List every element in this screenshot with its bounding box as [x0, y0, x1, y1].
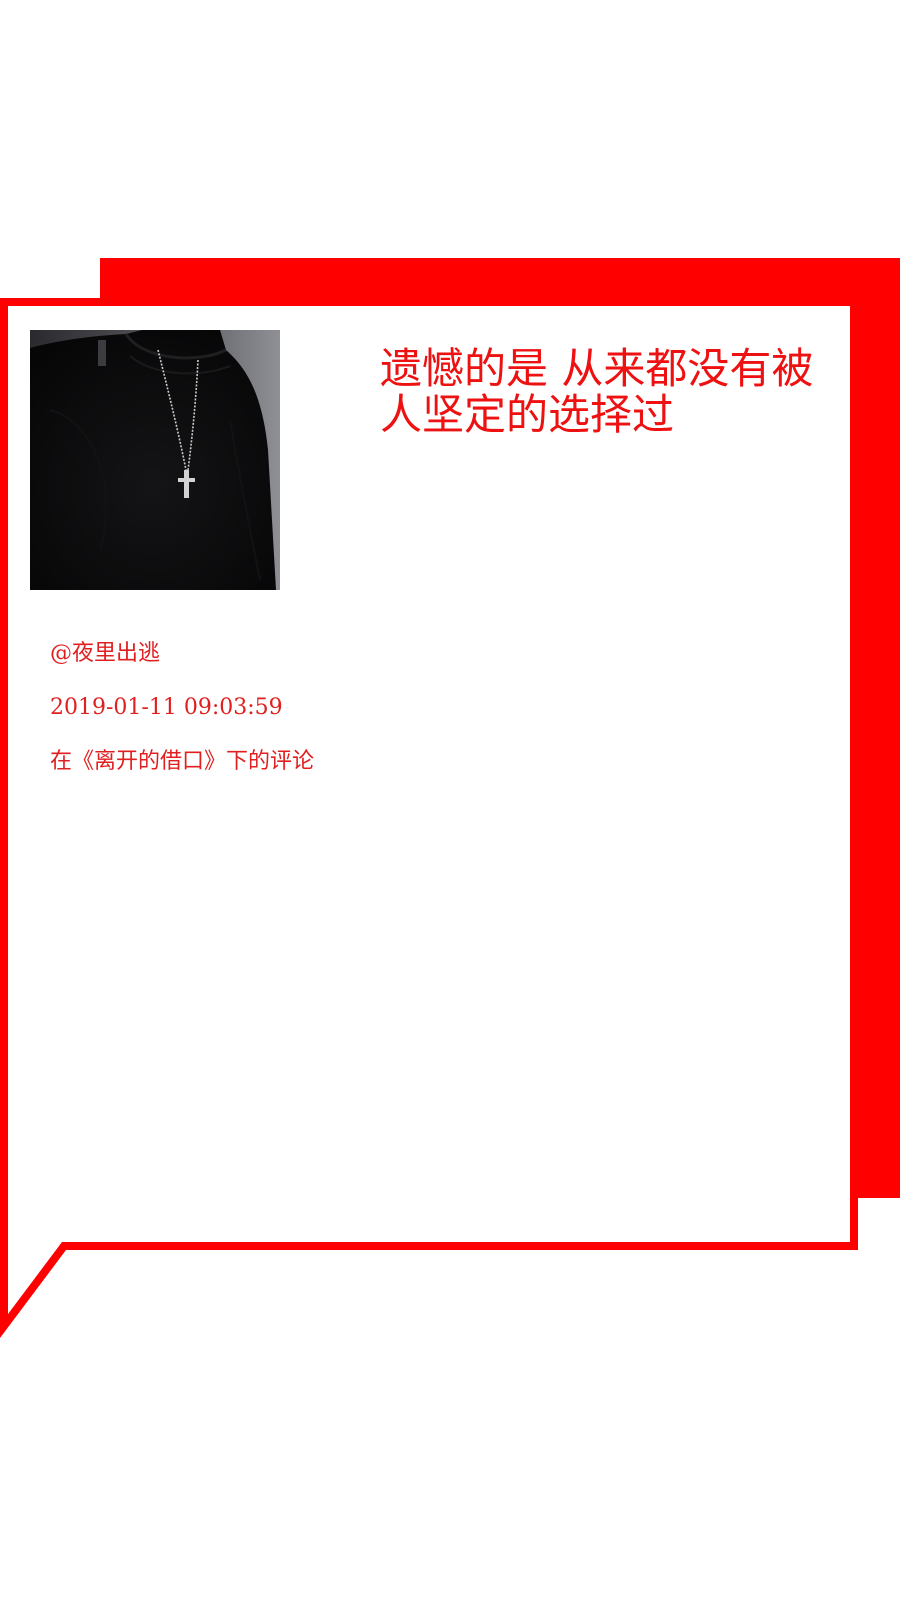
- comment-quote: 遗憾的是 从来都没有被人坚定的选择过: [380, 344, 814, 439]
- comment-timestamp: 2019-01-11 09:03:59: [50, 695, 283, 720]
- avatar-photo: [30, 330, 280, 590]
- author-handle[interactable]: @夜里出逃: [50, 641, 161, 666]
- speech-bubble-outline: [0, 298, 858, 1338]
- comment-source[interactable]: 在《离开的借口》下的评论: [50, 749, 315, 774]
